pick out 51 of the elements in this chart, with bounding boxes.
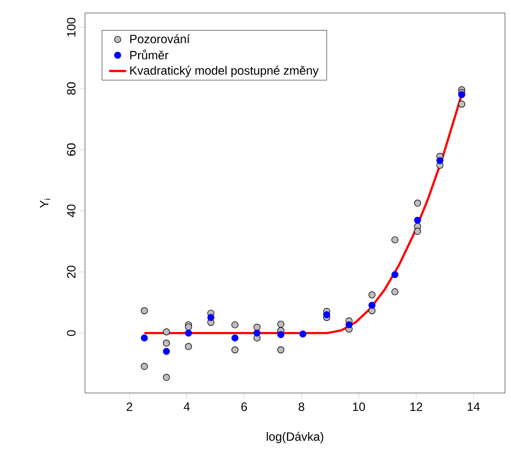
point xyxy=(299,330,306,338)
x-tick-label: 10 xyxy=(353,402,365,412)
y-tick-label: 80 xyxy=(66,82,76,95)
y-tick-label: 0 xyxy=(66,330,76,336)
point xyxy=(140,362,148,370)
point xyxy=(277,320,284,328)
y-tick-label: 100 xyxy=(66,18,76,36)
point xyxy=(458,91,466,98)
point xyxy=(162,374,170,381)
y-axis-title: Y$_{i}$ xyxy=(40,198,50,208)
point xyxy=(391,236,398,244)
point xyxy=(414,200,422,207)
point xyxy=(458,100,466,108)
point xyxy=(323,311,330,318)
x-tick-label: 8 xyxy=(298,402,304,412)
x-tick-label: 14 xyxy=(468,402,480,411)
point xyxy=(436,157,444,164)
x-tick-label: 12 xyxy=(410,402,422,411)
point xyxy=(414,228,422,235)
point xyxy=(231,334,238,342)
point xyxy=(254,330,261,337)
point xyxy=(254,324,261,331)
x-tick-label: 6 xyxy=(241,402,247,412)
point xyxy=(368,291,376,298)
point xyxy=(231,346,238,354)
point xyxy=(231,321,238,328)
point xyxy=(346,321,353,328)
x-axis-title: log(Dávka) xyxy=(266,432,324,444)
x-tick-label: 2 xyxy=(126,402,132,411)
point xyxy=(162,348,170,355)
point xyxy=(140,334,148,342)
point xyxy=(368,307,376,314)
point xyxy=(162,328,170,336)
legend-label: Pozorování xyxy=(130,34,190,44)
point xyxy=(277,346,284,354)
y-tick-label: 60 xyxy=(66,143,76,156)
point xyxy=(162,340,170,347)
point xyxy=(207,314,214,321)
y-tick-label: 40 xyxy=(66,204,76,218)
point xyxy=(391,271,398,278)
point xyxy=(414,216,422,224)
point xyxy=(185,330,192,337)
x-tick-label: 4 xyxy=(184,402,190,411)
point xyxy=(368,302,376,309)
point xyxy=(185,343,192,350)
legend-label: Kvadratický model postupné změny xyxy=(130,66,319,78)
y-tick-label: 20 xyxy=(66,266,76,278)
legend-label: Průměr xyxy=(130,50,168,60)
point xyxy=(140,307,148,314)
point xyxy=(277,331,284,338)
point xyxy=(391,288,398,296)
